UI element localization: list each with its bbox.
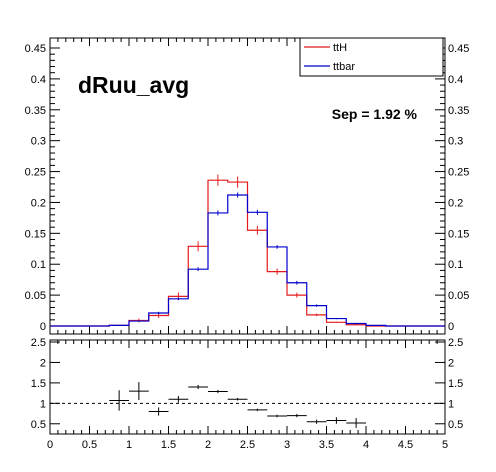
- separation-annotation: Sep = 1.92 %: [332, 106, 418, 122]
- top-ytick-label-left: 0.35: [25, 105, 46, 117]
- ratio-pad: 0.5 0.51 11.5 1.52 22.5 2.50 0.5 1 1.5 2 2.5 3 3.5 4 4…: [31, 337, 464, 451]
- top-ytick-label-left: 0.1: [31, 259, 46, 271]
- top-ytick-label-right: 0.15: [448, 228, 469, 240]
- top-ytick-label-left: 0.25: [25, 167, 46, 179]
- top-ytick-label-left: 0.45: [25, 43, 46, 55]
- chart-title: dRuu_avg: [78, 72, 189, 98]
- ratio-points: [109, 382, 366, 428]
- ratio-xtick-label: 4.5: [398, 439, 413, 451]
- ratio-xtick-label: 2.5: [240, 439, 255, 451]
- ratio-xtick-label: 0: [47, 439, 53, 451]
- top-histograms: [50, 174, 445, 327]
- top-ytick-label-left: 0.3: [31, 136, 46, 148]
- top-ytick-label-right: 0.45: [448, 43, 469, 55]
- legend: ttH ttbar: [299, 37, 444, 77]
- legend-label-ttbar: ttbar: [333, 61, 355, 73]
- ratio-xtick-label: 4: [363, 439, 369, 451]
- top-ytick-label-left: 0.2: [31, 197, 46, 209]
- top-ytick-label-left: 0.15: [25, 228, 46, 240]
- legend-box: [299, 37, 444, 77]
- ratio-ytick-label-left: 2: [40, 357, 46, 369]
- top-ytick-label-right: 0: [448, 321, 454, 333]
- ratio-xtick-label: 1.5: [161, 439, 176, 451]
- top-ytick-label-right: 0.25: [448, 167, 469, 179]
- ratio-xtick-label: 3.5: [319, 439, 334, 451]
- top-ytick-label-right: 0.35: [448, 105, 469, 117]
- top-overlay: dRuu_avg Sep = 1.92 % ttH ttbar: [78, 37, 444, 122]
- ratio-ytick-label-right: 1: [448, 398, 454, 410]
- ratio-ytick-label-left: 2.5: [31, 337, 46, 349]
- top-ytick-label-left: 0: [40, 321, 46, 333]
- ratio-xtick-label: 2: [205, 439, 211, 451]
- ratio-xtick-label: 5: [442, 439, 448, 451]
- top-ytick-label-left: 0.05: [25, 290, 46, 302]
- ratio-ytick-label-right: 2.5: [448, 337, 463, 349]
- hist-line-ttbar: [50, 194, 445, 327]
- top-pad: 0 0 0.05 0.05 0.1 0.1 0.15 0.15 0.2 0.2 0.25 0.25 0.…: [25, 37, 469, 335]
- ratio-ytick-label-left: 1: [40, 398, 46, 410]
- top-ytick-label-right: 0.05: [448, 290, 469, 302]
- top-ytick-label-right: 0.1: [448, 259, 463, 271]
- ratio-ytick-label-right: 1.5: [448, 378, 463, 390]
- ratio-ytick-label-right: 0.5: [448, 419, 463, 431]
- ratio-frame: [49, 339, 446, 435]
- legend-label-tth: ttH: [333, 42, 347, 54]
- ratio-ytick-label-left: 0.5: [31, 419, 46, 431]
- ratio-ytick-label-left: 1.5: [31, 378, 46, 390]
- ratio-xtick-label: 3: [284, 439, 290, 451]
- top-ytick-label-left: 0.4: [31, 74, 46, 86]
- ratio-xtick-label: 1: [126, 439, 132, 451]
- top-ytick-label-right: 0.2: [448, 197, 463, 209]
- top-ytick-label-right: 0.3: [448, 136, 463, 148]
- ratio-ytick-label-right: 2: [448, 357, 454, 369]
- top-ytick-label-right: 0.4: [448, 74, 463, 86]
- ratio-xtick-label: 0.5: [82, 439, 97, 451]
